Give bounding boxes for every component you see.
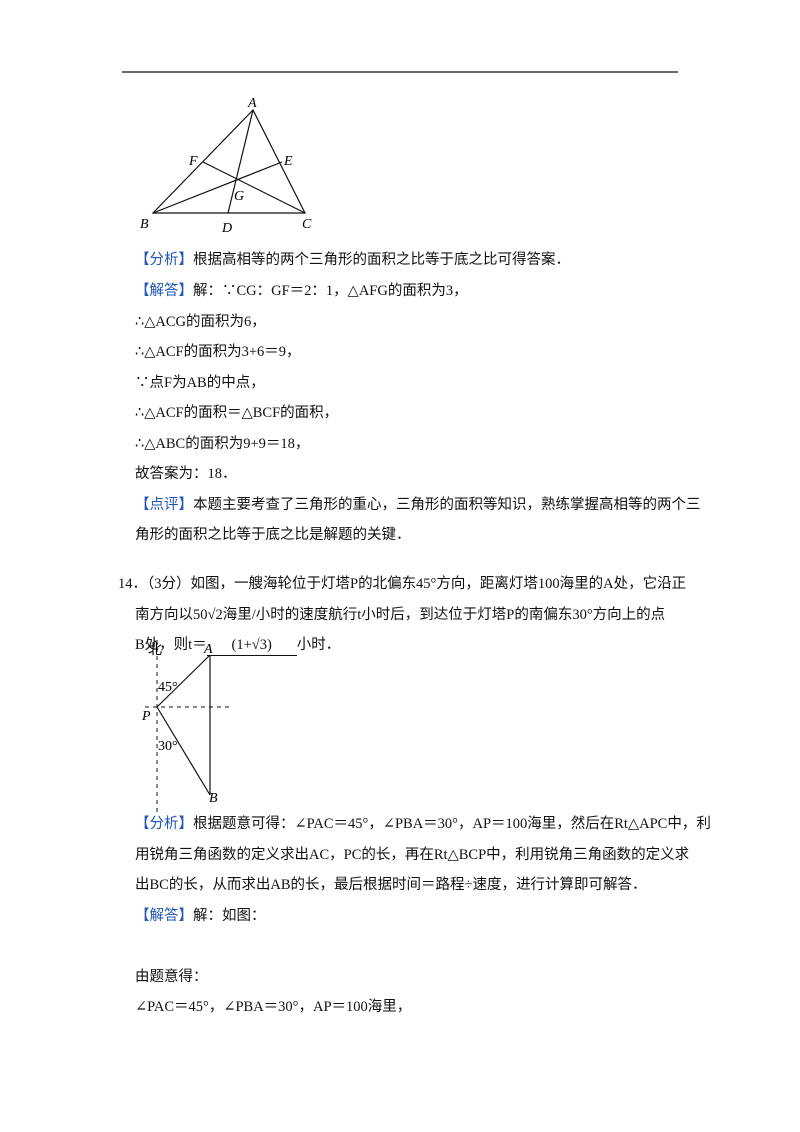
text: 根据高相等的两个三角形的面积之比等于底之比可得答案． xyxy=(193,252,570,268)
text: ∠PAC＝45°，∠PBA＝30°，AP＝100海里， xyxy=(135,999,412,1015)
text: ∵点F为AB的中点， xyxy=(135,375,265,391)
text: 解：如图： xyxy=(193,908,266,924)
label: B xyxy=(209,791,218,806)
label: A xyxy=(203,642,213,657)
text: 出BC的长，从而求出AB的长，最后根据时间＝路程÷速度，进行计算即可解答． xyxy=(135,877,647,893)
text: ∴△ACF的面积为3+6＝9， xyxy=(135,344,301,360)
section-tag: 【分析】 xyxy=(135,252,193,268)
text-line: 故答案为：18． xyxy=(135,464,237,484)
label: A xyxy=(247,96,257,111)
answer-blank: (1+√3) xyxy=(206,635,297,656)
label: B xyxy=(140,217,149,232)
line-pb xyxy=(156,706,211,796)
question-line: B处，则t＝ (1+√3) 小时． xyxy=(135,635,340,656)
label: 北 xyxy=(148,642,162,658)
label: C xyxy=(302,217,312,232)
text-line: 【分析】根据高相等的两个三角形的面积之比等于底之比可得答案． xyxy=(135,250,570,270)
label: F xyxy=(188,154,198,169)
text-line: ∴△ACG的面积为6， xyxy=(135,312,266,332)
text-line: ∵点F为AB的中点， xyxy=(135,373,265,393)
text: 角形的面积之比等于底之比是解题的关键． xyxy=(135,527,411,543)
text-line: 【解答】解：如图： xyxy=(135,906,266,926)
text: B处，则t＝ xyxy=(135,637,207,653)
label: 30° xyxy=(158,739,178,754)
text: 本题主要考查了三角形的重心，三角形的面积等知识，熟练掌握高相等的两个三 xyxy=(193,497,701,513)
text: 由题意得： xyxy=(135,969,208,985)
text-line: 出BC的长，从而求出AB的长，最后根据时间＝路程÷速度，进行计算即可解答． xyxy=(135,875,646,895)
text-line: 角形的面积之比等于底之比是解题的关键． xyxy=(135,525,411,545)
question-line: 14．（3分）如图，一艘海轮位于灯塔P的北偏东45°方向，距离灯塔100海里的A… xyxy=(118,576,687,592)
median-be xyxy=(152,161,283,214)
text: 故答案为：18． xyxy=(135,466,237,482)
text: ∴△ACG的面积为6， xyxy=(135,314,266,330)
section-tag: 【解答】 xyxy=(135,283,193,299)
text-line: 【分析】根据题意可得：∠PAC＝45°，∠PBA＝30°，AP＝100海里，然后… xyxy=(135,814,711,834)
line-pa xyxy=(156,654,211,708)
text: 解：∵CG：GF＝2：1，△AFG的面积为3， xyxy=(193,283,468,299)
question-line: 南方向以50√2海里/小时的速度航行t小时后，到达位于灯塔P的南偏东30°方向上… xyxy=(135,607,666,623)
text-line: 【解答】解：∵CG：GF＝2：1，△AFG的面积为3， xyxy=(135,281,468,301)
section-tag: 【解答】 xyxy=(135,908,193,924)
median-cf xyxy=(202,161,306,214)
text: 用锐角三角函数的定义求出AC，PC的长，再在Rt△BCP中，利用锐角三角函数的定… xyxy=(135,847,690,863)
text-line: 【点评】本题主要考查了三角形的重心，三角形的面积等知识，熟练掌握高相等的两个三 xyxy=(135,495,701,515)
label: E xyxy=(283,154,293,169)
text-line: ∴△ABC的面积为9+9＝18， xyxy=(135,434,309,454)
label: P xyxy=(141,709,151,724)
text-line: ∠PAC＝45°，∠PBA＝30°，AP＝100海里， xyxy=(135,997,411,1017)
text-line: 用锐角三角函数的定义求出AC，PC的长，再在Rt△BCP中，利用锐角三角函数的定… xyxy=(135,845,689,865)
text: ∴△ACF的面积＝△BCF的面积， xyxy=(135,405,339,421)
label: D xyxy=(221,221,232,236)
label: G xyxy=(234,189,244,204)
label: 45° xyxy=(158,680,178,695)
section-tag: 【分析】 xyxy=(135,816,193,832)
text: 根据题意可得：∠PAC＝45°，∠PBA＝30°，AP＝100海里，然后在Rt△… xyxy=(193,816,711,832)
text-line: 由题意得： xyxy=(135,967,208,987)
section-tag: 【点评】 xyxy=(135,497,193,513)
median-ad xyxy=(227,109,254,214)
text-line: ∴△ACF的面积为3+6＝9， xyxy=(135,342,301,362)
text-line: ∴△ACF的面积＝△BCF的面积， xyxy=(135,403,338,423)
triangle xyxy=(151,108,306,214)
text: ∴△ABC的面积为9+9＝18， xyxy=(135,436,310,452)
text: 小时． xyxy=(296,637,341,653)
lighthouse-figure xyxy=(145,640,233,815)
triangle-figure xyxy=(151,108,306,214)
